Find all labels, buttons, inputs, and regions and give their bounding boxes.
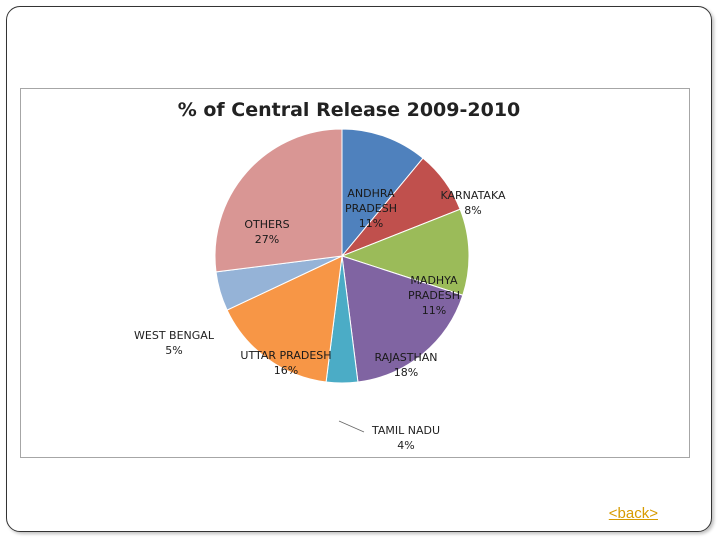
slice-label-others: OTHERS 27% [244,218,289,246]
slice-label-karnataka: KARNATAKA 8% [440,189,505,217]
back-link[interactable]: <back> [608,505,658,522]
pie-slice-rajasthan [341,255,464,383]
pie-slice-madhya-pradesh [340,208,470,296]
leader-line-tamil-nadu [338,420,365,433]
pie-slice-uttar-pradesh [226,255,343,383]
slide-frame [6,6,712,532]
slice-label-tamil-nadu: TAMIL NADU 4% [371,424,440,452]
pie-slice-andhra-pradesh [341,128,424,258]
chart-area: % of Central Release 2009-2010 ANDHRA PRA… [20,88,690,458]
slice-label-uttar-pradesh: UTTAR PRADESH 16% [240,349,331,377]
slice-label-west-bengal: WEST BENGAL 5% [134,329,215,357]
pie-slice-others [214,128,343,273]
slice-label-andhra-pradesh: ANDHRA PRADESH 11% [345,187,397,230]
chart-title: % of Central Release 2009-2010 [177,99,521,121]
slice-label-madhya-pradesh: MADHYA PRADESH 11% [408,274,460,317]
pie-chart: ANDHRA PRADESH 11% KARNATAKA 8% MADHYA PRADESH… [134,128,506,452]
slice-label-rajasthan: RAJASTHAN 18% [374,351,437,379]
